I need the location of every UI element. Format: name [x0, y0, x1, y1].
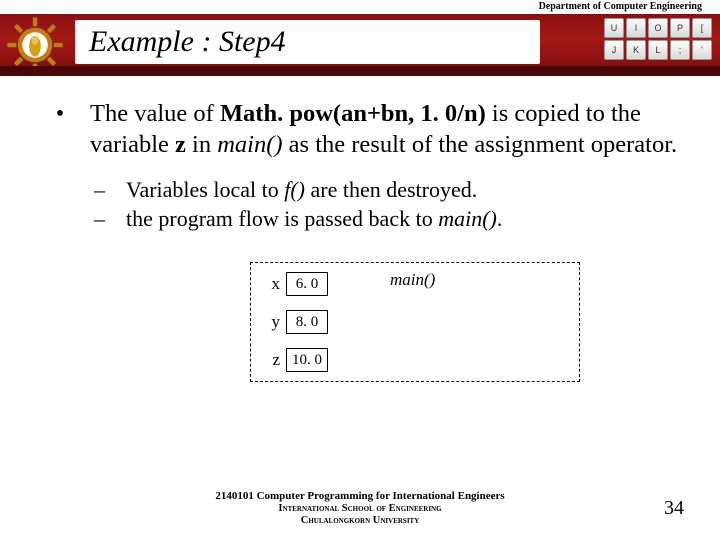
bullet-text: The value of Math. pow(an+bn, 1. 0/n) is…	[90, 98, 690, 161]
sub-bullet: – the program flow is passed back to mai…	[90, 204, 690, 234]
dept-label: Department of Computer Engineering	[0, 0, 720, 14]
kb-key: K	[626, 40, 646, 60]
keyboard-decoration: U I O P [ J K L ; '	[604, 18, 712, 60]
page-number: 34	[664, 497, 684, 520]
var-name: y	[264, 312, 286, 332]
title-bar-underline	[0, 66, 720, 76]
sub-text: the program flow is passed back to main(…	[126, 204, 690, 234]
var-value: 10. 0	[286, 348, 328, 372]
kb-key: '	[692, 40, 712, 60]
var-name: x	[264, 274, 286, 294]
dash-marker: –	[90, 204, 126, 234]
kb-key: ;	[670, 40, 690, 60]
kb-key: I	[626, 18, 646, 38]
sub-text: Variables local to f() are then destroye…	[126, 175, 690, 205]
var-name: z	[264, 350, 286, 370]
footer-line-3: Chulalongkorn University	[0, 515, 720, 528]
footer-line-1: 2140101 Computer Programming for Interna…	[0, 490, 720, 503]
var-value: 6. 0	[286, 272, 328, 296]
slide-title: Example : Step4	[89, 25, 286, 59]
footer: 2140101 Computer Programming for Interna…	[0, 490, 720, 528]
sub-bullet-list: – Variables local to f() are then destro…	[90, 175, 690, 234]
var-value: 8. 0	[286, 310, 328, 334]
main-frame-label: main()	[390, 270, 435, 290]
footer-line-2: International School of Engineering	[0, 503, 720, 516]
memory-diagram: main() x 6. 0 y 8. 0 z 10. 0	[180, 262, 600, 392]
dash-marker: –	[90, 175, 126, 205]
bullet-marker: •	[30, 98, 90, 130]
sub-bullet: – Variables local to f() are then destro…	[90, 175, 690, 205]
main-bullet: • The value of Math. pow(an+bn, 1. 0/n) …	[30, 98, 690, 161]
content-area: • The value of Math. pow(an+bn, 1. 0/n) …	[0, 76, 720, 392]
kb-key: [	[692, 18, 712, 38]
kb-key: L	[648, 40, 668, 60]
kb-key: U	[604, 18, 624, 38]
title-band: Example : Step4	[75, 20, 540, 64]
var-row: z 10. 0	[264, 348, 328, 372]
kb-key: O	[648, 18, 668, 38]
var-row: x 6. 0	[264, 272, 328, 296]
kb-key: P	[670, 18, 690, 38]
kb-key: J	[604, 40, 624, 60]
var-row: y 8. 0	[264, 310, 328, 334]
title-bar: Example : Step4 U I O P [ J K L ; '	[0, 14, 720, 76]
